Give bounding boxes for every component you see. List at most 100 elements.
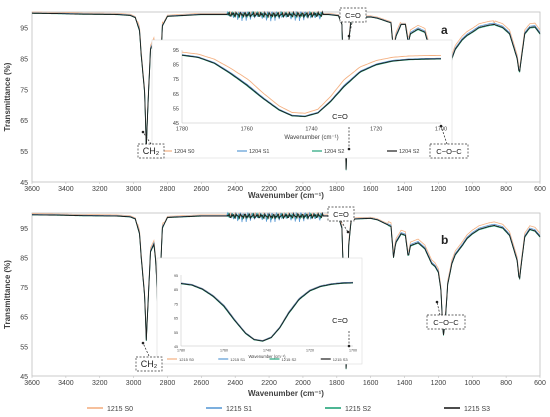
- x-tick-label: 2000: [295, 380, 311, 387]
- annotation-arrowhead: [141, 341, 145, 345]
- inset-x-tick-label: 1780: [176, 127, 188, 133]
- annotation-label: C=O: [345, 11, 361, 20]
- inset-series-line-2: [180, 281, 354, 342]
- panel-b: 45 55 65 75 85 95 3600 3400 3200 3000 2800 2600 2400…: [3, 206, 546, 413]
- x-tick-label: 2600: [194, 186, 210, 193]
- inset-legend-label: 1215 S1: [230, 357, 246, 362]
- panel-letter: b: [441, 233, 448, 247]
- inset-box: [156, 257, 363, 365]
- inset-y-tick-label: 95: [174, 274, 178, 278]
- x-tick-label: 3600: [24, 380, 40, 387]
- annotation-label: CH₂: [143, 146, 160, 156]
- x-axis-label: Wavenumber (cm⁻¹): [248, 191, 324, 200]
- annotation-box: [135, 356, 163, 372]
- annotation-label: C=O: [332, 316, 348, 325]
- annotation-arrowhead: [347, 147, 351, 151]
- x-tick-label: 1800: [329, 186, 345, 193]
- inset-y-tick-label: 55: [173, 106, 179, 112]
- x-tick-label: 600: [534, 380, 546, 387]
- inset-series-line-4: [181, 54, 441, 117]
- inset-legend-label: 1204 S2: [324, 149, 345, 155]
- y-tick-label: 55: [20, 149, 28, 156]
- x-tick-label: 800: [500, 380, 512, 387]
- inset-x-tick-label: 1760: [241, 127, 253, 133]
- legend-label: 1215 S1: [226, 406, 252, 413]
- inset-y-tick-label: 65: [174, 317, 178, 321]
- y-tick-label: 75: [20, 285, 28, 292]
- x-tick-label: 2400: [227, 380, 243, 387]
- inset-y-tick-label: 65: [173, 92, 179, 98]
- x-tick-label: 3600: [24, 186, 40, 193]
- series-line-4: [32, 211, 541, 369]
- x-tick-label: 3200: [92, 380, 108, 387]
- y-tick-label: 95: [20, 226, 28, 233]
- x-tick-label: 3400: [58, 380, 74, 387]
- annotation-label: C−O−C: [436, 147, 462, 156]
- x-tick-label: 600: [534, 186, 546, 193]
- x-tick-label: 3000: [126, 186, 142, 193]
- legend-label: 1215 S3: [464, 406, 490, 413]
- panel-letter: a: [441, 23, 448, 37]
- inset-y-tick-label: 75: [173, 77, 179, 83]
- annotation-arrowhead: [435, 300, 439, 304]
- inset-x-tick-label: 1720: [306, 349, 314, 353]
- x-tick-label: 2200: [261, 186, 277, 193]
- inset-x-tick-label: 1760: [220, 349, 228, 353]
- annotation-label: C=O: [332, 112, 348, 121]
- inset-x-axis-label: Wavenumber (cm⁻¹): [284, 135, 338, 141]
- x-tick-label: 2600: [194, 380, 210, 387]
- x-tick-label: 1400: [397, 186, 413, 193]
- inset-legend-label: 1215 S0: [179, 357, 195, 362]
- inset-y-tick-label: 55: [174, 331, 178, 335]
- y-tick-label: 65: [20, 118, 28, 125]
- y-tick-label: 55: [20, 344, 28, 351]
- x-tick-label: 1600: [363, 186, 379, 193]
- annotation-label: C−O−C: [433, 318, 459, 327]
- inset-y-tick-label: 75: [174, 302, 178, 306]
- annotation-arrow: [436, 301, 441, 316]
- x-tick-label: 3200: [92, 186, 108, 193]
- x-tick-label: 800: [500, 186, 512, 193]
- annotation-box: [339, 7, 367, 23]
- y-tick-label: 75: [20, 87, 28, 94]
- inset-y-tick-label: 85: [174, 288, 178, 292]
- x-tick-label: 3000: [126, 380, 142, 387]
- annotation-box: [137, 143, 165, 159]
- annotation-arrowhead: [141, 130, 145, 134]
- y-tick-label: 45: [20, 180, 28, 187]
- x-tick-label: 3400: [58, 186, 74, 193]
- inset-x-tick-label: 1740: [263, 349, 271, 353]
- inset-legend-label: 1204 S0: [174, 149, 195, 155]
- y-tick-label: 45: [20, 374, 28, 381]
- x-tick-label: 2200: [261, 380, 277, 387]
- x-tick-label: 2800: [160, 380, 176, 387]
- inset-y-tick-label: 85: [173, 63, 179, 69]
- x-tick-label: 1000: [464, 380, 480, 387]
- annotation-arrowhead: [347, 34, 351, 38]
- legend-label: 1215 S2: [345, 406, 371, 413]
- x-tick-label: 1000: [464, 186, 480, 193]
- annotation-arrow: [340, 220, 349, 233]
- inset-y-tick-label: 45: [174, 345, 178, 349]
- inset-legend-label: 1204 S1: [249, 149, 270, 155]
- annotation-arrowhead: [439, 124, 443, 128]
- x-tick-label: 1400: [397, 380, 413, 387]
- inset-legend-label: 1204 S2: [399, 149, 420, 155]
- annotation-arrow: [348, 22, 353, 37]
- y-axis-label: Transmittance (%): [3, 260, 12, 329]
- annotation-arrow: [142, 342, 150, 357]
- annotation-box: [426, 314, 466, 330]
- inset-x-tick-label: 1700: [349, 349, 357, 353]
- y-tick-label: 85: [20, 255, 28, 262]
- annotation-arrow: [142, 131, 152, 145]
- inset-legend-label: 1215 S2: [282, 357, 298, 362]
- panel-a: 45 55 65 75 85 95 3600 3400 3200 3000 2800 2600 2400…: [3, 7, 546, 221]
- y-tick-label: 95: [20, 25, 28, 32]
- series-line-4: [32, 10, 541, 170]
- inset-x-axis-label: Wavenumber (cm⁻¹): [248, 354, 286, 359]
- inset-x-tick-label: 1740: [305, 127, 317, 133]
- y-tick-label: 85: [20, 56, 28, 63]
- x-tick-label: 1200: [431, 186, 447, 193]
- x-tick-label: 1600: [363, 380, 379, 387]
